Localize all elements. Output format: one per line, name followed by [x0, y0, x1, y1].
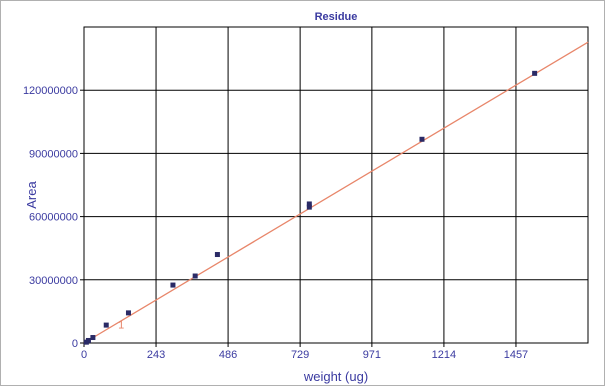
x-axis-ticks: 0 243 486 729 971 1214 1457 [81, 343, 528, 361]
data-point [419, 136, 425, 142]
series-layer [83, 41, 589, 345]
y-tick-label: 0 [72, 338, 78, 350]
regression-line [83, 41, 589, 344]
data-point [103, 322, 109, 328]
chart-title: Residue [315, 11, 358, 23]
data-point [170, 282, 176, 288]
data-point [214, 252, 220, 258]
data-point [90, 335, 96, 341]
data-point [192, 273, 198, 279]
x-axis-label: weight (ug) [303, 369, 368, 384]
x-tick-label: 486 [219, 349, 237, 361]
data-point [306, 201, 312, 207]
grid-lines [84, 27, 588, 343]
y-tick-label: 90000000 [29, 148, 78, 160]
annotation-layer: 1 [118, 319, 124, 331]
y-tick-label: 30000000 [29, 275, 78, 287]
data-point [306, 204, 312, 210]
x-tick-label: 729 [291, 349, 309, 361]
y-axis-ticks: 0 30000000 60000000 90000000 120000000 [23, 85, 84, 350]
x-tick-label: 1457 [504, 349, 528, 361]
line-annotation: 1 [118, 319, 124, 331]
x-tick-label: 1214 [432, 349, 456, 361]
x-tick-label: 971 [363, 349, 381, 361]
y-axis-label: Area [24, 181, 39, 209]
data-point [125, 310, 131, 316]
data-point [532, 70, 538, 76]
x-tick-label: 243 [147, 349, 165, 361]
plot-area [83, 26, 589, 344]
data-point [85, 337, 91, 343]
x-tick-label: 0 [81, 349, 87, 361]
y-tick-label: 60000000 [29, 212, 78, 224]
y-tick-label: 120000000 [23, 85, 78, 97]
